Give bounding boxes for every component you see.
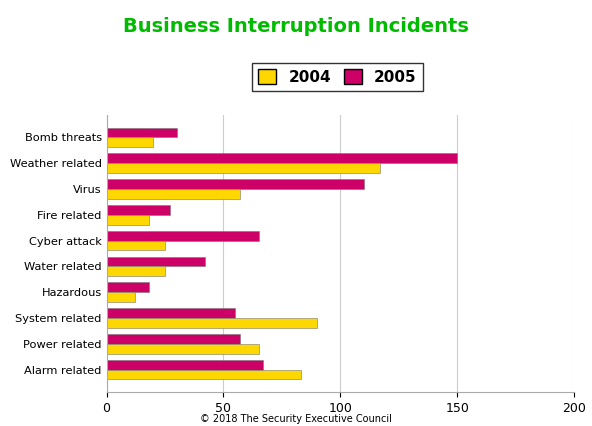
Bar xyxy=(107,344,259,354)
Bar xyxy=(107,153,458,163)
Text: © 2018 The Security Executive Council: © 2018 The Security Executive Council xyxy=(200,414,392,424)
Bar xyxy=(107,138,153,147)
Text: Business Interruption Incidents: Business Interruption Incidents xyxy=(123,17,469,36)
Bar xyxy=(107,369,301,379)
Bar xyxy=(107,205,170,215)
Bar xyxy=(107,163,380,173)
Bar xyxy=(107,241,165,250)
Bar xyxy=(107,189,240,199)
Bar xyxy=(107,334,240,344)
Bar xyxy=(107,256,205,266)
Bar xyxy=(107,215,149,225)
Legend: 2004, 2005: 2004, 2005 xyxy=(252,63,423,91)
Bar xyxy=(107,231,259,241)
Bar xyxy=(107,282,149,292)
Bar xyxy=(107,318,317,328)
Bar xyxy=(107,266,165,276)
Bar xyxy=(107,292,134,302)
Bar xyxy=(107,360,263,369)
Bar xyxy=(107,179,363,189)
Bar xyxy=(107,308,235,318)
Bar xyxy=(107,128,176,138)
